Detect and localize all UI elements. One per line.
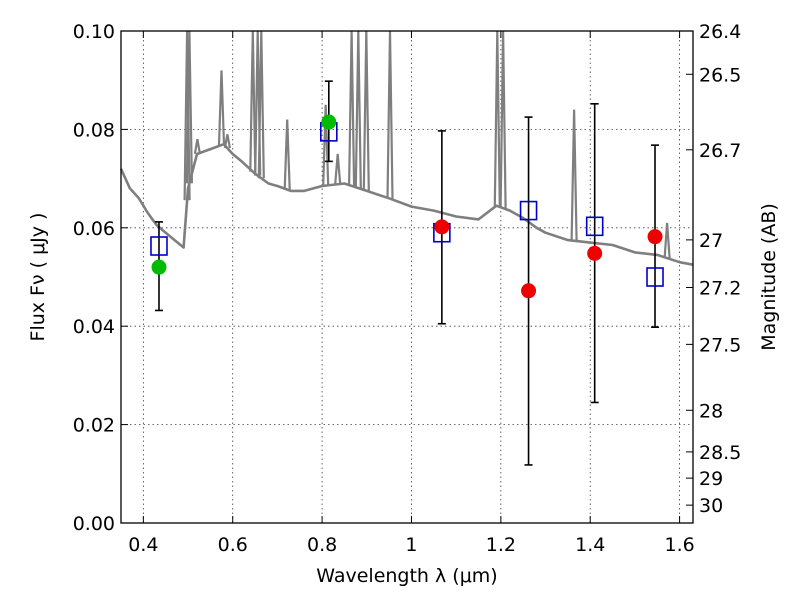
plot-frame xyxy=(120,30,694,524)
emission-line-8 xyxy=(283,119,291,190)
mag-tick-label-5: 27.5 xyxy=(699,334,741,356)
x-tick-label-2: 0.8 xyxy=(307,534,337,556)
y-axis-label: Flux Fν ( μJy ) xyxy=(27,213,49,342)
emission-line-3 xyxy=(217,70,226,146)
mag-tick-label-2: 26.7 xyxy=(699,140,741,162)
observed-point-0 xyxy=(151,259,167,275)
mag-tick-label-0: 26.4 xyxy=(699,21,741,43)
x-axis-label: Wavelength λ (μm) xyxy=(316,565,497,587)
model-spectrum-line xyxy=(119,142,694,266)
mag-tick-label-8: 29 xyxy=(699,468,723,490)
observed-point-5 xyxy=(647,229,663,245)
emission-line-17 xyxy=(570,109,578,241)
mag-tick-label-1: 26.5 xyxy=(699,64,741,86)
mag-tick-label-6: 28 xyxy=(699,400,723,422)
emission-line-2 xyxy=(193,139,201,154)
x-tick-label-3: 1 xyxy=(405,534,417,556)
model-photometry-square-5 xyxy=(646,267,664,287)
model-photometry-square-4 xyxy=(585,216,604,237)
y-tick-label-4: 0.08 xyxy=(73,119,115,141)
y-tick-label-0: 0.00 xyxy=(73,513,115,535)
right-axis-label: Magnitude (AB) xyxy=(758,203,780,351)
x-tick-label-0: 0.4 xyxy=(128,534,158,556)
y-tick-label-2: 0.04 xyxy=(73,316,115,338)
observed-point-4 xyxy=(587,245,603,261)
y-tick-label-3: 0.06 xyxy=(73,218,115,240)
emission-line-10 xyxy=(334,153,342,185)
x-tick-label-5: 1.4 xyxy=(575,534,605,556)
emission-line-18 xyxy=(663,222,671,259)
observed-point-3 xyxy=(521,283,537,299)
data-points-layer xyxy=(150,80,664,466)
y-tick-label-1: 0.02 xyxy=(73,415,115,437)
model-photometry-square-0 xyxy=(150,236,168,256)
ticks-layer: 0.4 0.6 0.8 1 1.2 1.4 1.6 0.00 0.02 0.04 0.06 0.08 0… xyxy=(73,21,742,556)
x-tick-label-6: 1.6 xyxy=(664,534,694,556)
x-tick-label-1: 0.6 xyxy=(218,534,248,556)
observed-point-2 xyxy=(434,219,450,235)
x-tick-label-4: 1.2 xyxy=(486,534,516,556)
grid-lines xyxy=(121,31,693,523)
model-photometry-square-3 xyxy=(519,200,538,221)
emission-line-9 xyxy=(322,104,330,186)
mag-tick-label-4: 27.2 xyxy=(699,278,741,300)
mag-tick-label-9: 30 xyxy=(699,495,723,517)
observed-point-1 xyxy=(321,114,337,130)
emission-line-4 xyxy=(223,134,231,149)
mag-tick-label-7: 28.5 xyxy=(699,442,741,464)
y-tick-label-5: 0.10 xyxy=(73,21,115,43)
mag-tick-label-3: 27 xyxy=(699,230,723,252)
